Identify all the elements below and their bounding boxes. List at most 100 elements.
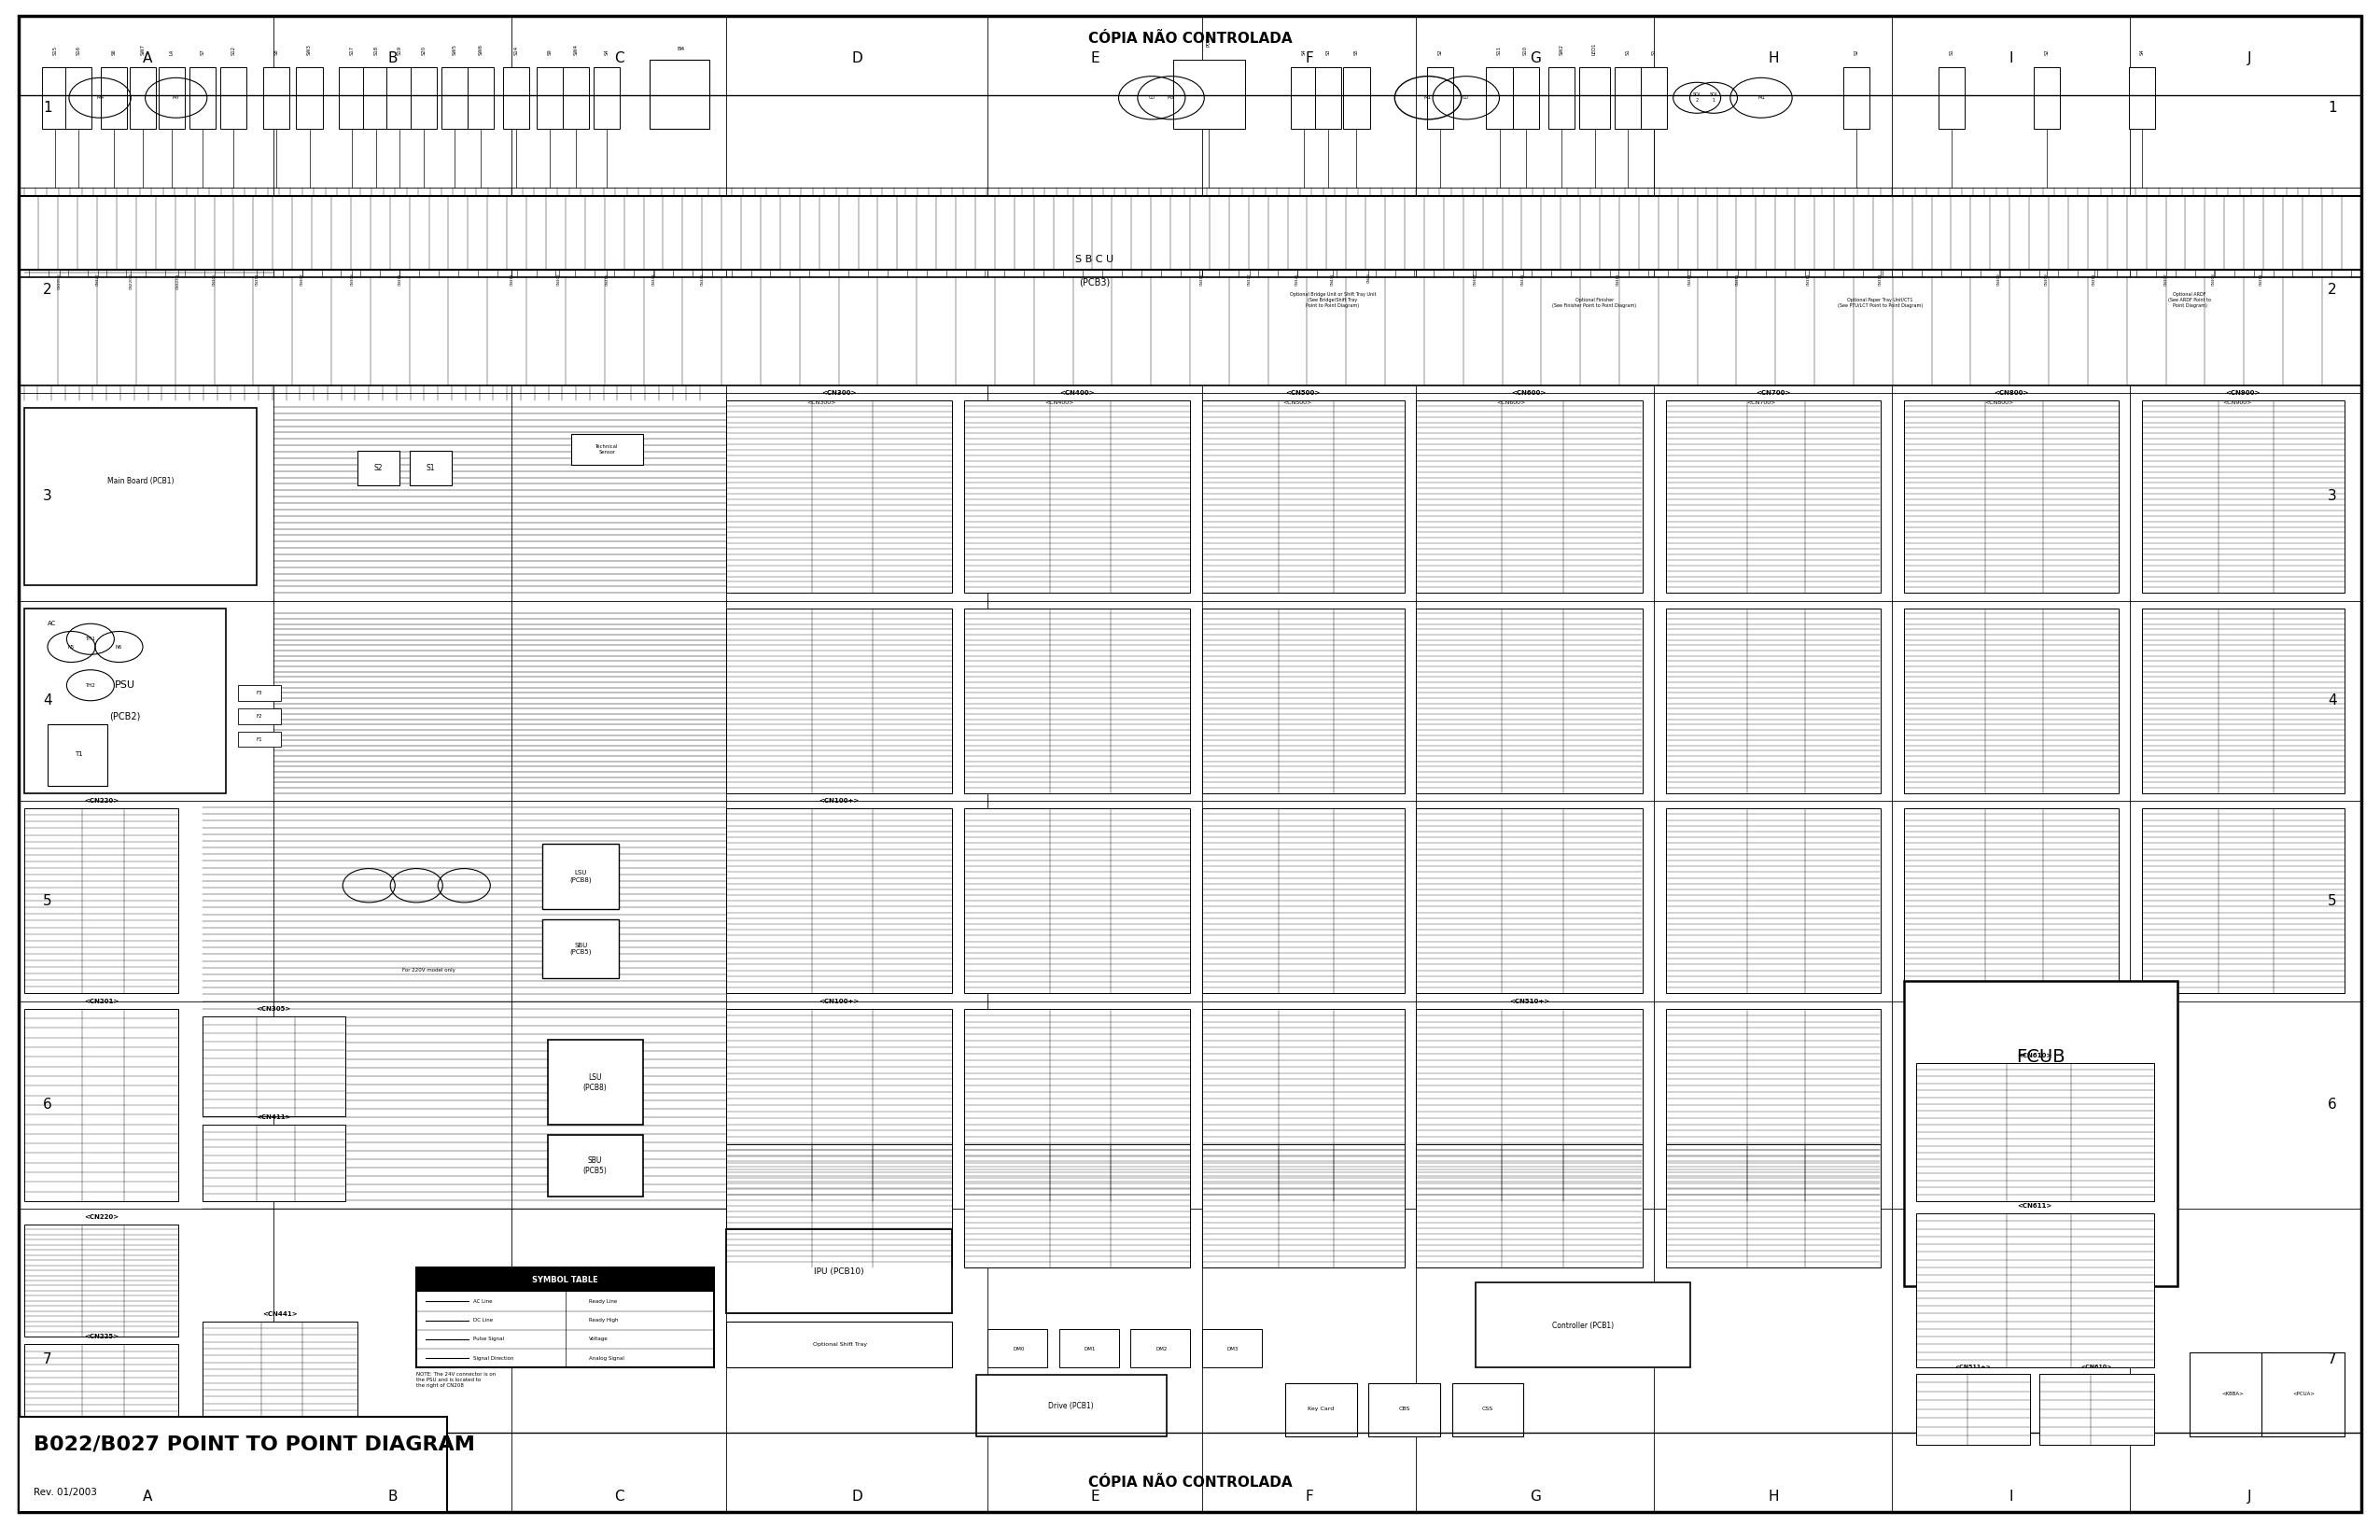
Text: T1: T1 bbox=[74, 752, 83, 758]
Text: M1: M1 bbox=[1423, 95, 1433, 100]
Text: <CN220>: <CN220> bbox=[83, 798, 119, 804]
Bar bbox=[1202, 1009, 1404, 1201]
Bar bbox=[1904, 400, 2118, 593]
Text: Voltage: Voltage bbox=[590, 1337, 609, 1341]
Text: LED1: LED1 bbox=[1592, 42, 1597, 54]
Text: F1: F1 bbox=[257, 736, 262, 742]
Bar bbox=[1202, 608, 1404, 793]
Text: <CN500>: <CN500> bbox=[1285, 390, 1321, 396]
Text: S1: S1 bbox=[426, 464, 436, 473]
Text: S10: S10 bbox=[1523, 45, 1528, 54]
Text: CN311: CN311 bbox=[397, 273, 402, 285]
Text: Analog Signal: Analog Signal bbox=[590, 1355, 624, 1360]
Bar bbox=[1059, 1329, 1119, 1368]
Bar bbox=[1202, 400, 1404, 593]
Text: 6: 6 bbox=[2328, 1096, 2337, 1112]
Text: B022/B027 POINT TO POINT DIAGRAM: B022/B027 POINT TO POINT DIAGRAM bbox=[33, 1435, 474, 1454]
Text: S2: S2 bbox=[374, 464, 383, 473]
Bar bbox=[238, 708, 281, 724]
Bar bbox=[2142, 400, 2344, 593]
Text: CN323-1: CN323-1 bbox=[176, 273, 181, 290]
Text: S18: S18 bbox=[374, 45, 378, 54]
Text: S2: S2 bbox=[1854, 48, 1859, 54]
Text: CBS: CBS bbox=[1399, 1406, 1409, 1412]
Text: SW7: SW7 bbox=[140, 43, 145, 54]
Bar bbox=[1666, 808, 1880, 993]
Bar bbox=[67, 68, 93, 129]
Text: CN308: CN308 bbox=[350, 273, 355, 285]
Bar bbox=[19, 277, 2361, 385]
Text: Optional ARDF
(See ARDF Point to
Point Diagram): Optional ARDF (See ARDF Point to Point D… bbox=[2168, 293, 2211, 308]
Bar bbox=[1842, 68, 1871, 129]
Text: CN307: CN307 bbox=[300, 273, 305, 285]
Text: SOL
1: SOL 1 bbox=[1709, 92, 1718, 103]
Text: <CN900>: <CN900> bbox=[2223, 400, 2251, 405]
Text: CN315: CN315 bbox=[605, 273, 609, 285]
Text: L4: L4 bbox=[169, 49, 174, 54]
Text: F3: F3 bbox=[257, 690, 262, 696]
Text: <CN100+>: <CN100+> bbox=[819, 998, 859, 1004]
Text: SOL
2: SOL 2 bbox=[1692, 92, 1702, 103]
Text: S7: S7 bbox=[200, 48, 205, 54]
Bar bbox=[964, 608, 1190, 793]
Bar bbox=[562, 68, 590, 129]
Text: E: E bbox=[1090, 1489, 1100, 1505]
Text: SW3: SW3 bbox=[307, 43, 312, 54]
Bar bbox=[1428, 68, 1452, 129]
Text: <PCUA>: <PCUA> bbox=[2292, 1391, 2316, 1397]
Text: G: G bbox=[1530, 51, 1540, 66]
Text: <CN600>: <CN600> bbox=[1497, 400, 1526, 405]
Bar bbox=[726, 1321, 952, 1368]
Text: S4: S4 bbox=[605, 48, 609, 54]
Bar bbox=[2040, 1374, 2154, 1445]
Text: CN341: CN341 bbox=[1521, 273, 1526, 285]
Bar bbox=[1580, 68, 1611, 129]
Bar bbox=[357, 451, 400, 485]
Text: CN311: CN311 bbox=[2092, 273, 2097, 285]
Text: B: B bbox=[388, 1489, 397, 1505]
Text: <CN900>: <CN900> bbox=[2225, 390, 2261, 396]
Text: G: G bbox=[1530, 1489, 1540, 1505]
Bar bbox=[202, 1016, 345, 1116]
Text: I: I bbox=[2009, 51, 2013, 66]
Text: DC Line: DC Line bbox=[474, 1318, 493, 1323]
Text: CN345: CN345 bbox=[700, 273, 704, 285]
Text: S2: S2 bbox=[1438, 48, 1442, 54]
Text: TH1: TH1 bbox=[86, 636, 95, 642]
Bar bbox=[24, 1224, 178, 1337]
Text: 6: 6 bbox=[43, 1096, 52, 1112]
Text: S11: S11 bbox=[1497, 45, 1502, 54]
Text: <CN800>: <CN800> bbox=[1985, 400, 2013, 405]
Bar bbox=[338, 68, 364, 129]
Bar bbox=[502, 68, 528, 129]
Bar bbox=[1173, 60, 1245, 129]
Bar bbox=[1916, 1214, 2154, 1368]
Bar bbox=[595, 68, 619, 129]
Text: <CN610>: <CN610> bbox=[2018, 1052, 2052, 1058]
Text: Ready High: Ready High bbox=[590, 1318, 619, 1323]
Text: CSS: CSS bbox=[1483, 1406, 1492, 1412]
Text: <CN400>: <CN400> bbox=[1059, 390, 1095, 396]
Bar bbox=[43, 68, 69, 129]
Text: CÓPIA NÃO CONTROLADA: CÓPIA NÃO CONTROLADA bbox=[1088, 31, 1292, 46]
Bar bbox=[1547, 68, 1576, 129]
Bar bbox=[362, 68, 390, 129]
Bar bbox=[1416, 608, 1642, 793]
Text: CN311: CN311 bbox=[255, 273, 259, 285]
Text: I: I bbox=[2009, 1489, 2013, 1505]
Text: CN309: CN309 bbox=[2211, 273, 2216, 285]
Text: CN220-3: CN220-3 bbox=[129, 273, 133, 290]
Text: A: A bbox=[143, 1489, 152, 1505]
Bar bbox=[543, 919, 619, 978]
Text: SW6: SW6 bbox=[478, 43, 483, 54]
Text: NOTE: The 24V connector is on
the PSU and is located to
the right of CN208: NOTE: The 24V connector is on the PSU an… bbox=[416, 1372, 495, 1388]
Bar bbox=[157, 68, 183, 129]
Text: S8: S8 bbox=[274, 48, 278, 54]
Text: A: A bbox=[143, 51, 152, 66]
Bar bbox=[1368, 1383, 1440, 1437]
Text: CO: CO bbox=[1150, 95, 1154, 100]
Bar bbox=[48, 724, 107, 785]
Text: Main Board (PCB1): Main Board (PCB1) bbox=[107, 477, 174, 485]
Text: <CN600>: <CN600> bbox=[1511, 390, 1547, 396]
Text: SW4: SW4 bbox=[574, 43, 578, 54]
